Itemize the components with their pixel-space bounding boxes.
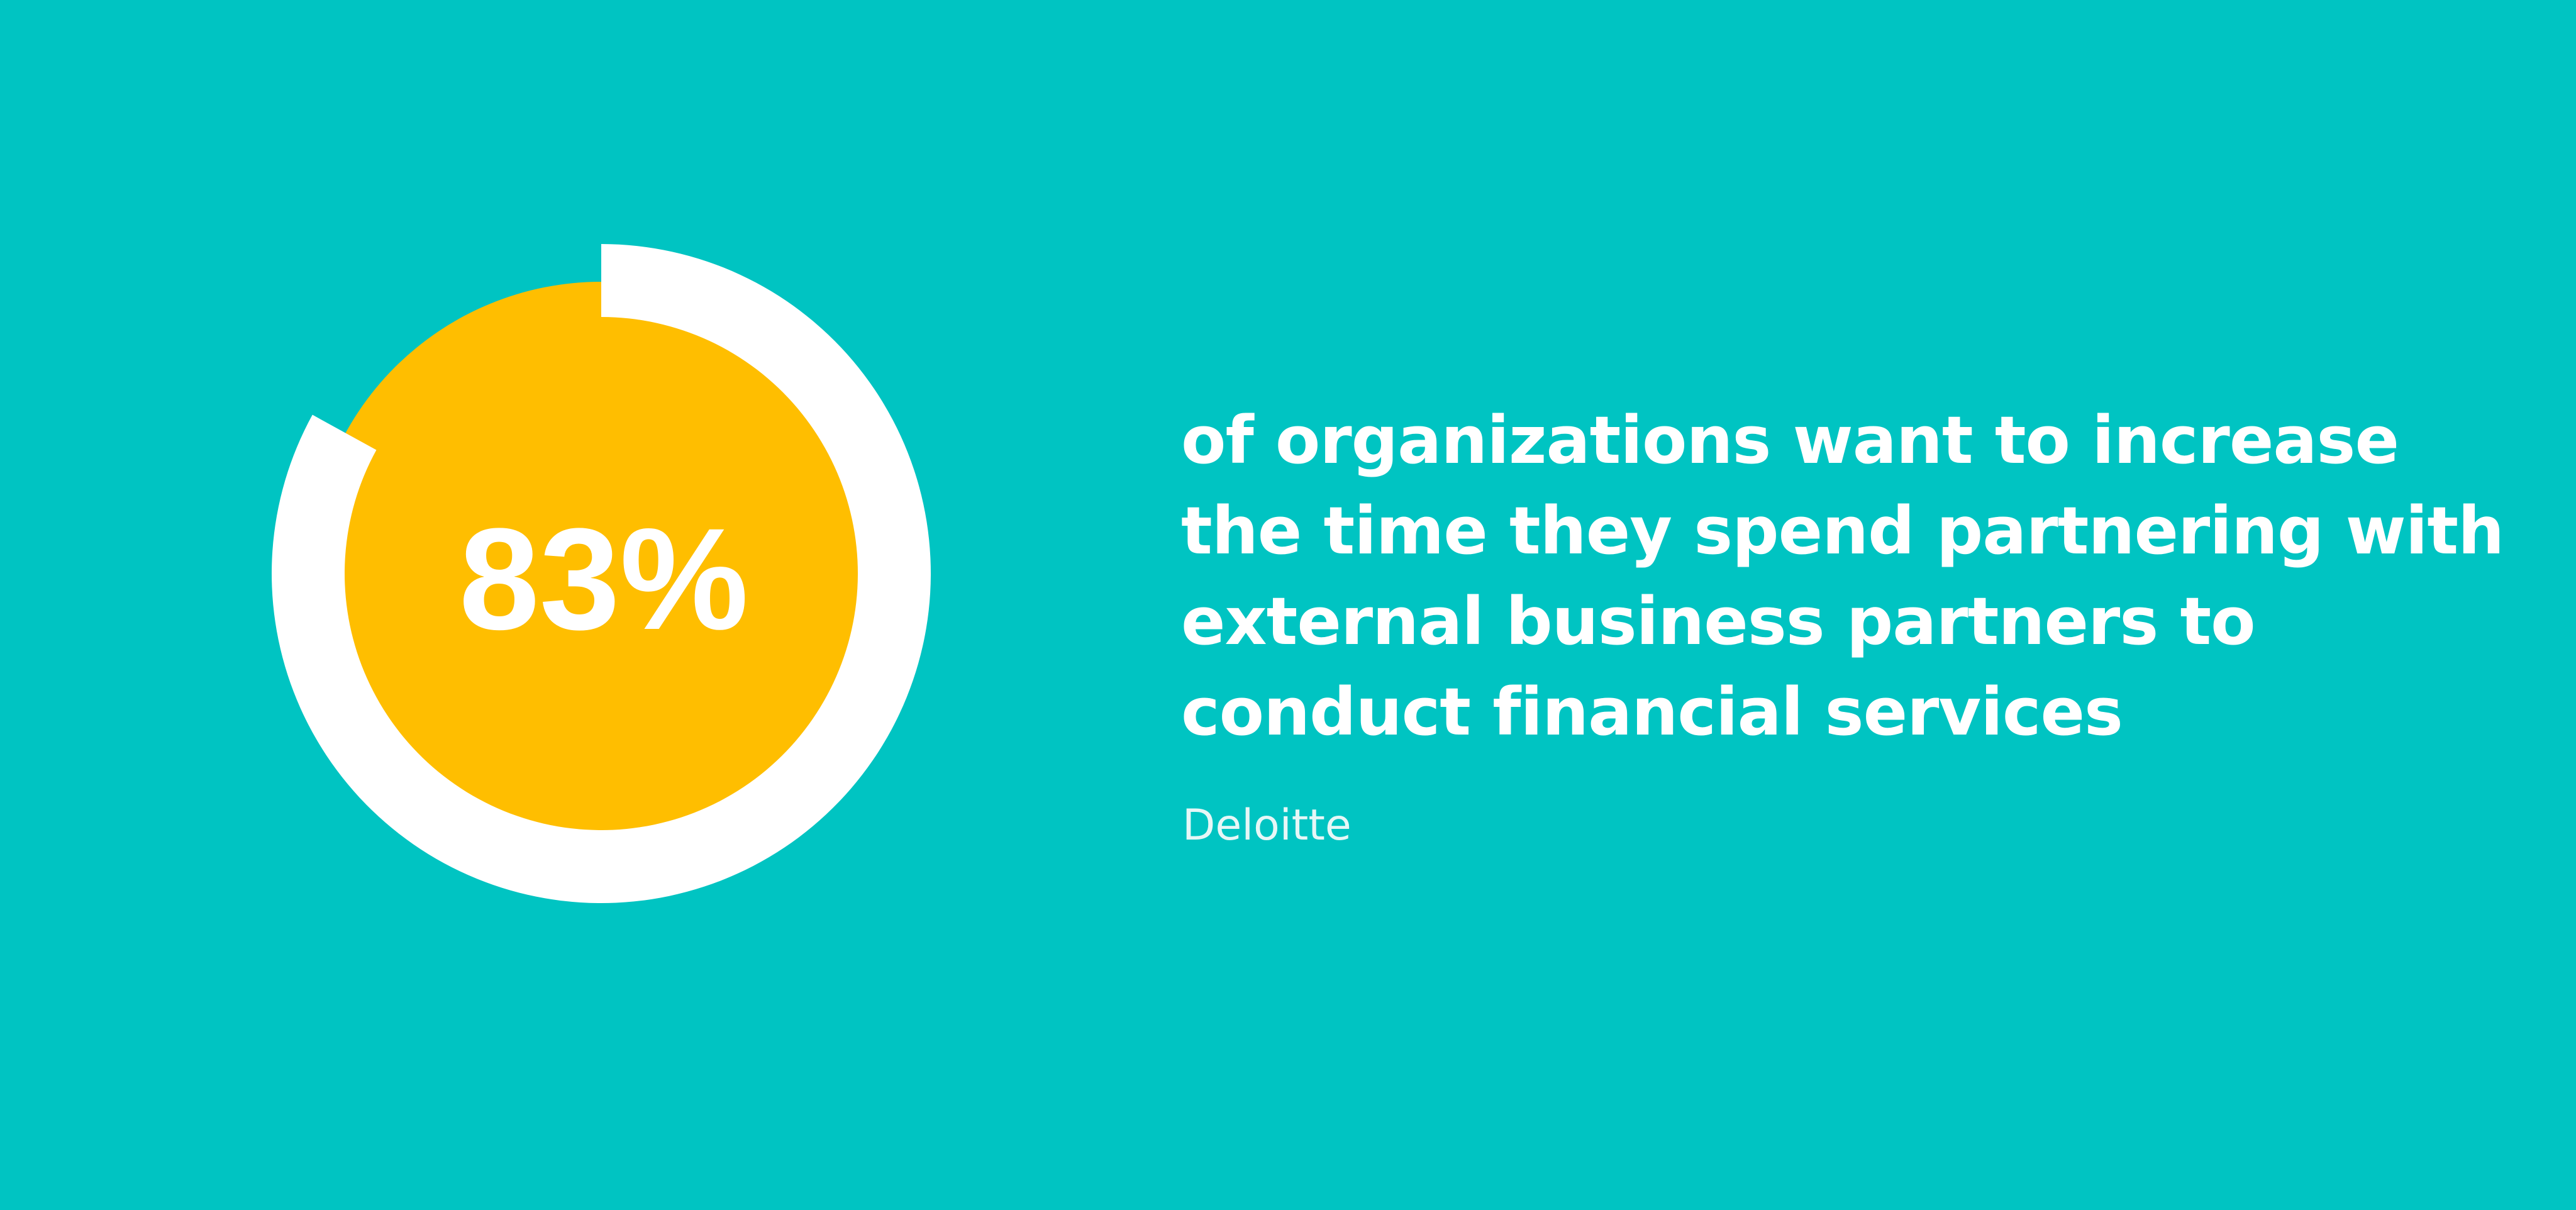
center-percent-label: 83%: [459, 498, 748, 660]
fill-slice: [309, 282, 893, 865]
source-label: Deloitte: [1182, 801, 1352, 850]
stat-caption: of organizations want to increase the ti…: [1181, 402, 2504, 750]
